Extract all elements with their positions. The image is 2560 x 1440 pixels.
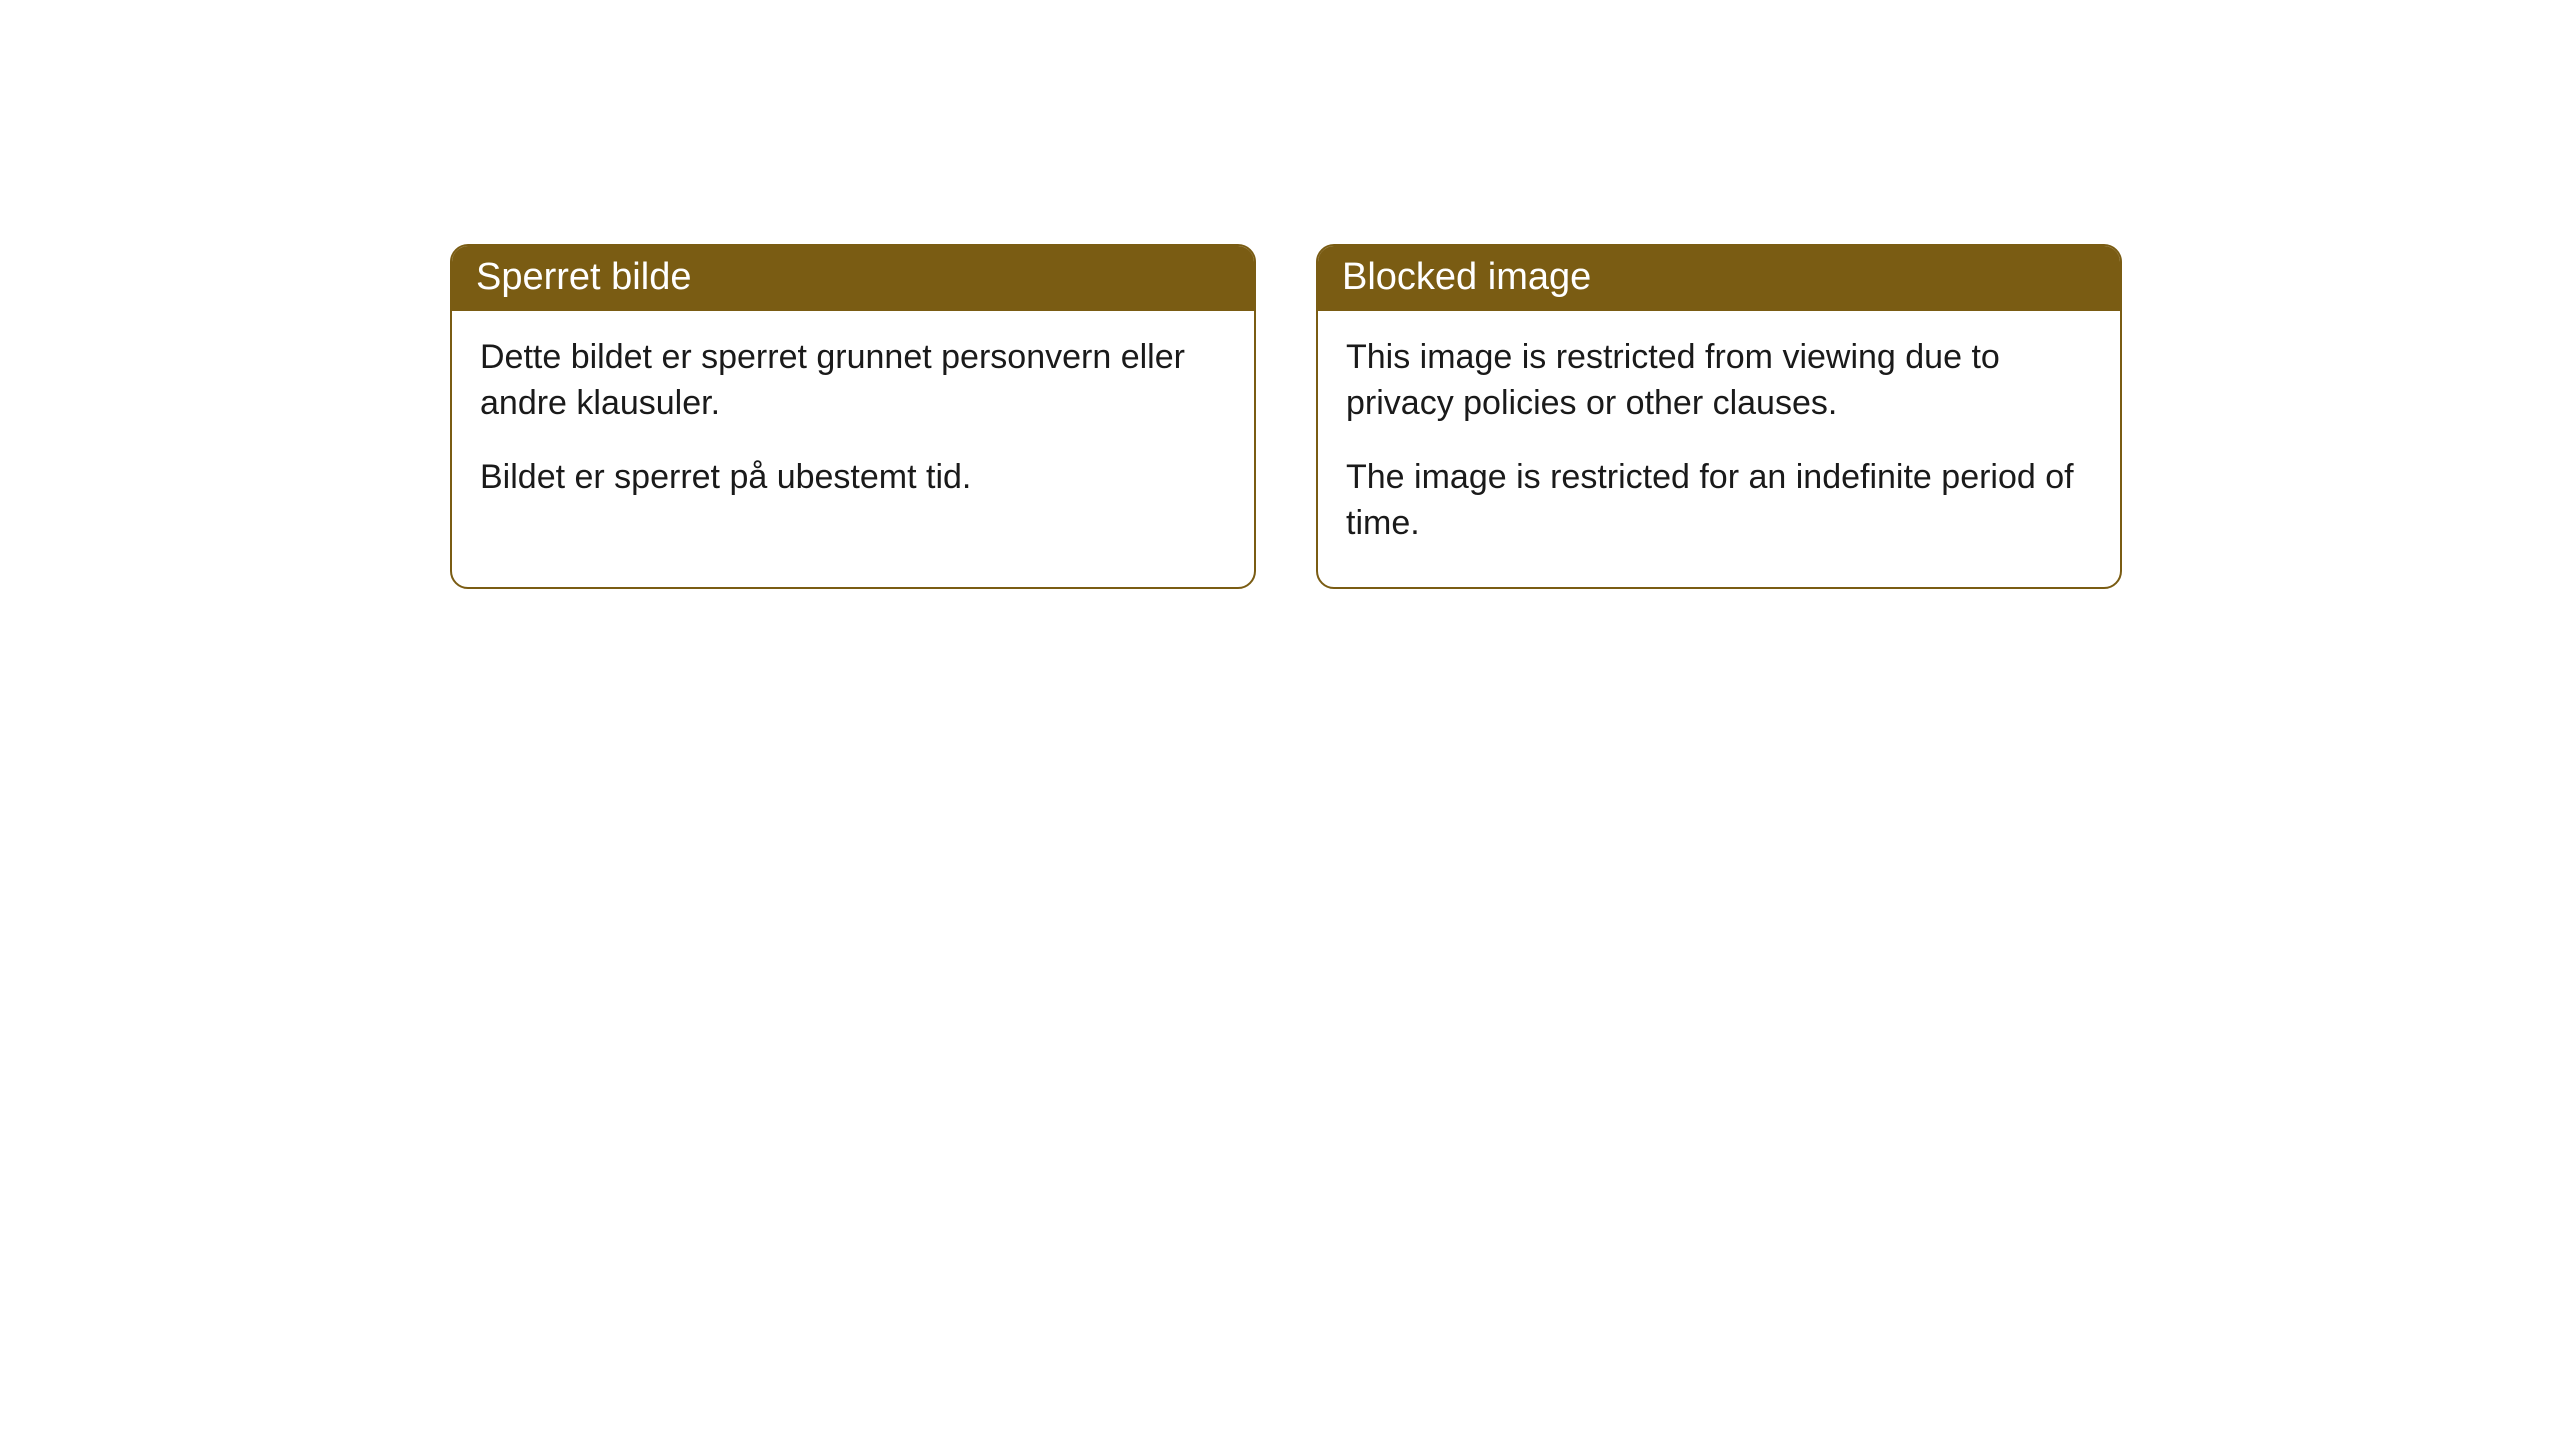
blocked-image-card-english: Blocked image This image is restricted f…: [1316, 244, 2122, 589]
card-text-english-p1: This image is restricted from viewing du…: [1346, 335, 2092, 427]
card-text-norwegian-p2: Bildet er sperret på ubestemt tid.: [480, 455, 1226, 501]
card-header-norwegian: Sperret bilde: [452, 246, 1254, 311]
card-body-english: This image is restricted from viewing du…: [1318, 311, 2120, 587]
blocked-image-card-norwegian: Sperret bilde Dette bildet er sperret gr…: [450, 244, 1256, 589]
card-body-norwegian: Dette bildet er sperret grunnet personve…: [452, 311, 1254, 541]
card-text-norwegian-p1: Dette bildet er sperret grunnet personve…: [480, 335, 1226, 427]
card-header-english: Blocked image: [1318, 246, 2120, 311]
cards-container: Sperret bilde Dette bildet er sperret gr…: [0, 0, 2560, 589]
card-text-english-p2: The image is restricted for an indefinit…: [1346, 455, 2092, 547]
